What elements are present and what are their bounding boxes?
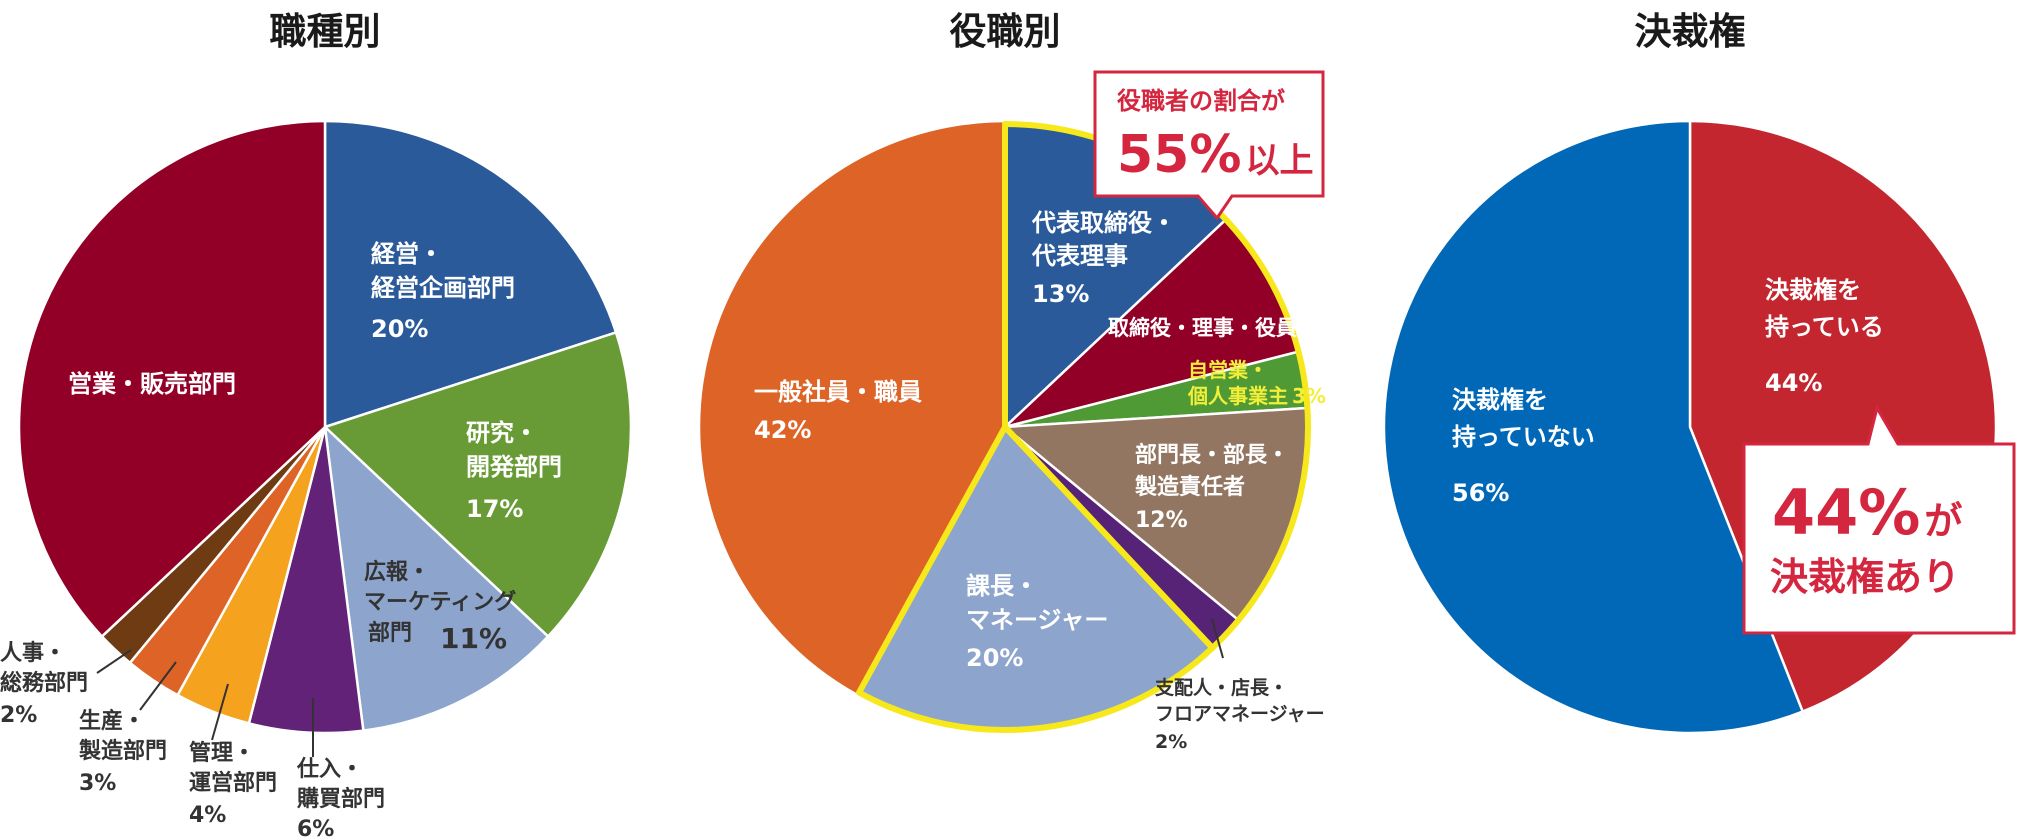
leader-line-admin <box>211 683 229 741</box>
callout-value: 55% 以上 <box>1117 125 1313 185</box>
decision-slice-1 <box>1382 119 1805 735</box>
job-slice-0 <box>323 119 618 429</box>
slice-label-management: 経営・ 経営企画部門 20% <box>371 240 523 343</box>
callout-decision-line2: 決裁権あり <box>1770 555 1960 599</box>
slice-label-admin: 管理・ 運営部門 4% <box>189 740 285 828</box>
chart-title-position: 役職別 <box>950 10 1061 53</box>
manager-highlight-outline <box>856 424 1216 733</box>
callout-decision-authority: 44% が 決裁権あり <box>1742 404 2016 635</box>
chart-title-decision: 決裁権 <box>1635 10 1746 53</box>
slice-label-selfemployed: 自営業・ 個人事業主 3% <box>1187 358 1326 408</box>
leader-line-hr <box>96 649 132 674</box>
callout-box-decision <box>1742 404 2016 635</box>
labels-position: 代表取締役・ 代表理事 13% 取締役・理事・役員 自営業・ 個人事業主 3% … <box>754 70 1331 753</box>
slice-label-purchase: 仕入・ 購買部門 6% <box>296 757 393 838</box>
callout-box <box>1093 70 1325 221</box>
job-slice-2 <box>323 423 550 732</box>
leader-line-production <box>139 661 177 711</box>
slice-label-section-chief: 課長・ マネージャー 20% <box>966 572 1117 672</box>
callout-executive-ratio: 役職者の割合が 55% 以上 <box>1093 70 1325 221</box>
slice-label-store-manager: 支配人・店長・ フロアマネージャー 2% <box>1154 676 1331 753</box>
labels-job-type: 経営・ 経営企画部門 20% 研究・ 開発部門 17% 広報・ マーケティング … <box>0 240 570 838</box>
slice-label-research: 研究・ 開発部門 17% <box>466 419 570 523</box>
slice-label-has-authority: 決裁権を 持っている 44% <box>1765 276 1892 397</box>
slice-label-marketing: 広報・ マーケティング 部門 <box>364 559 524 646</box>
slice-label-staff: 一般社員・職員 42% <box>754 378 930 444</box>
slice-label-no-authority: 決裁権を 持っていない 56% <box>1452 386 1603 507</box>
callout-decision-value: 44% が <box>1772 476 1962 549</box>
labels-decision: 決裁権を 持っている 44% 決裁権を 持っていない 56% 44% が 決裁権あ… <box>1452 276 2016 635</box>
chart-title-job: 職種別 <box>270 10 381 53</box>
slice-label-director: 取締役・理事・役員 <box>1108 316 1297 340</box>
position-slice-6 <box>697 119 1007 697</box>
slice-label-sales: 営業・販売部門 <box>68 370 236 398</box>
pie-job-type <box>17 119 633 735</box>
job-slice-7 <box>17 119 327 639</box>
slice-label-hr: 人事・ 総務部門 2% <box>0 640 96 728</box>
job-slice-1 <box>322 330 633 639</box>
slice-value-marketing: 11% <box>440 622 507 655</box>
slice-label-ceo: 代表取締役・ 代表理事 13% <box>1031 209 1184 308</box>
slice-label-production: 生産・ 製造部門 3% <box>78 708 175 796</box>
leader-line-store-manager <box>1211 618 1224 659</box>
callout-line1: 役職者の割合が <box>1117 87 1285 115</box>
slice-label-department-head: 部門長・部長・ 製造責任者 12% <box>1134 442 1297 533</box>
